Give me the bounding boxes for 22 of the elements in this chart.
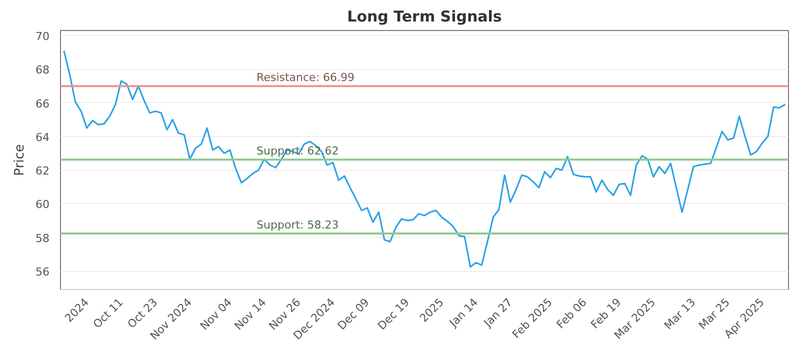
x-tick-label: Jan 27 — [480, 296, 515, 330]
y-tick-label: 70 — [36, 30, 50, 44]
x-tick-label: Dec 09 — [335, 296, 372, 333]
x-tick-label: Dec 19 — [375, 296, 412, 333]
ref-line-label: Support: 58.23 — [256, 218, 339, 232]
y-tick-label: 56 — [36, 266, 50, 278]
x-tick-label: Jan 14 — [446, 296, 481, 330]
y-tick-label: 62 — [36, 164, 50, 178]
y-tick-label: 60 — [36, 198, 50, 212]
x-tick-label: Nov 04 — [198, 296, 235, 333]
y-tick-label: 64 — [36, 130, 50, 144]
x-tick-label: Mar 13 — [662, 296, 698, 332]
x-tick-label: Nov 14 — [232, 296, 269, 333]
x-tick-label: Feb 06 — [554, 296, 590, 332]
y-tick-label: 58 — [36, 232, 50, 245]
y-tick-label: 66 — [36, 97, 50, 110]
x-tick-label: Oct 11 — [90, 296, 126, 331]
ref-line-label: Resistance: 66.99 — [256, 71, 355, 84]
chart-title: Long Term Signals — [347, 8, 502, 26]
line-series — [63, 50, 786, 268]
y-tick-label: 68 — [36, 64, 50, 77]
y-axis-title: Price — [12, 144, 28, 176]
